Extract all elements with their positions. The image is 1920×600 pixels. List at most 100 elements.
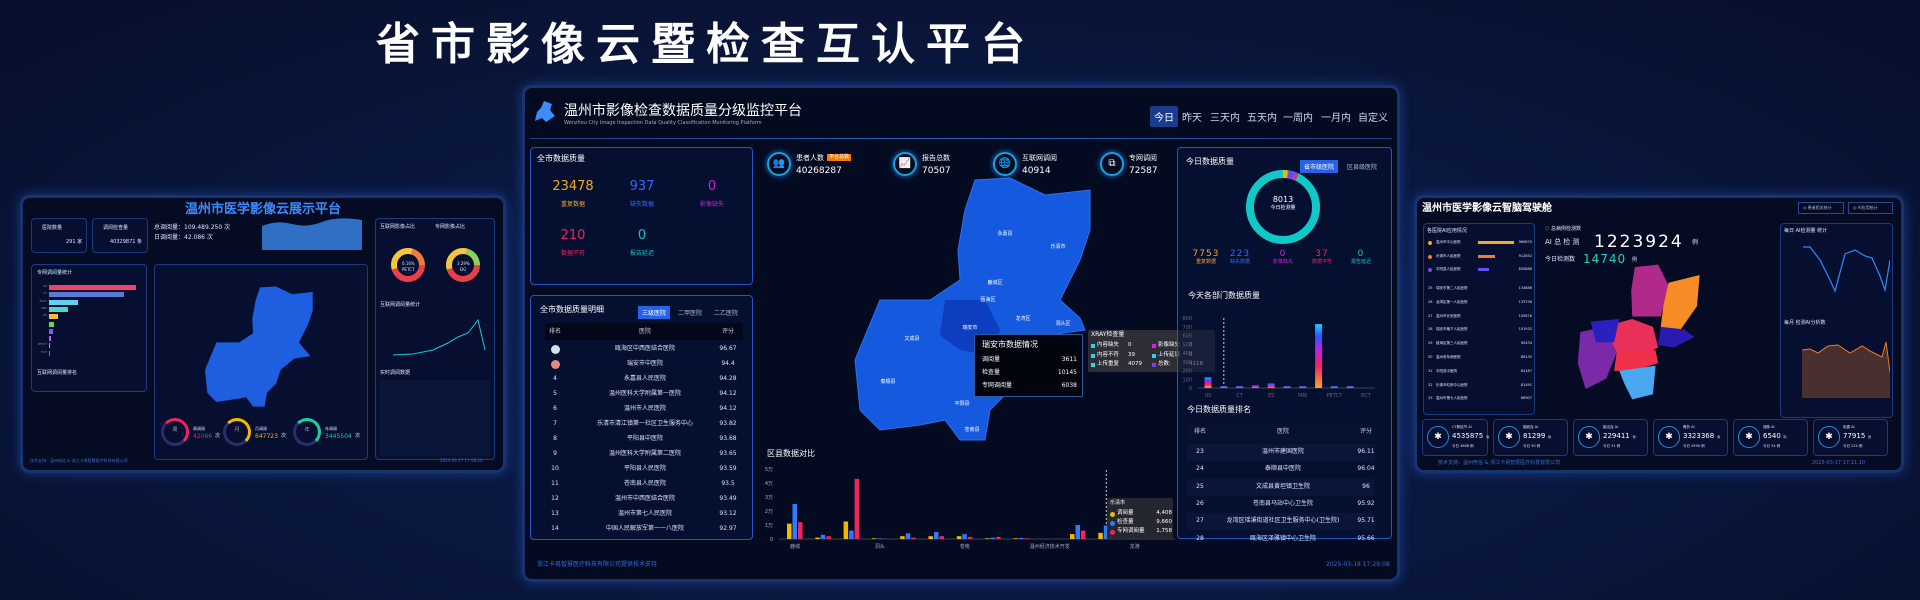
ring-icon — [161, 418, 189, 446]
ai-card-today: 今日 222 例 — [1843, 444, 1863, 448]
xray-tooltip-title: XRAY检查量 — [1091, 331, 1125, 338]
ai-rank: 25 — [1428, 286, 1433, 290]
left-rank-title: 互联网调阅量排名 — [37, 370, 78, 376]
today-item-value: 37 — [1315, 249, 1329, 259]
tab-4[interactable]: 一周内 — [1283, 113, 1313, 124]
district-bar — [990, 537, 996, 539]
center-time: 2025-03-18 17:29:08 — [1326, 561, 1390, 568]
hospital-cell: 苍南县马站中心卫生院 — [1252, 499, 1314, 507]
ai-list-title: 各医院AI应用情况 — [1427, 228, 1467, 234]
patient-stats-button[interactable]: ◎ 患者相关统计 — [1798, 202, 1844, 214]
today-detect-value: 14740 — [1583, 252, 1627, 266]
map-region-label[interactable]: 泰顺县 — [880, 379, 896, 385]
legend-swatch — [1091, 353, 1095, 358]
map-region-label[interactable]: 龙湾区 — [1015, 316, 1031, 322]
hospital-count-card — [31, 218, 87, 253]
ai-hospital-name: 平阳县人民医院 — [1436, 267, 1461, 272]
globe-icon: 🌐 — [993, 152, 1017, 176]
today-item-label: 数据不符 — [1311, 259, 1333, 265]
ai-hospital-value: 90434 — [1520, 341, 1532, 346]
ai-card-unit: 例 — [1632, 435, 1636, 439]
left-bar — [49, 292, 124, 298]
score-cell: 95.66 — [1357, 534, 1375, 542]
detail-filter-1[interactable]: 二甲医院 — [678, 310, 703, 317]
tab-2[interactable]: 三天内 — [1210, 113, 1240, 124]
patient-stats-label: 患者相关统计 — [1807, 205, 1832, 210]
ai-rank: 33 — [1428, 396, 1433, 401]
right-footer: 技术支持：温州电信 & 浙江卡易智慧医疗科技有限公司 — [1438, 460, 1561, 466]
ai-hospital-value: 81491 — [1520, 382, 1532, 387]
ai-hospital-value: 912852 — [1518, 253, 1532, 258]
hospital-cell: 乐清市清江镇第一社区卫生服务中心 — [596, 420, 694, 427]
quality-label: 数据不符 — [560, 250, 586, 257]
today-filter-0[interactable]: 省市级医院 — [1300, 160, 1339, 173]
tooltip-value: 6038 — [1061, 382, 1077, 389]
district-bar — [826, 536, 831, 539]
dept-chart-title: 今天各部门数据质量 — [1188, 291, 1260, 300]
map-region-label[interactable]: 乐清市 — [1050, 244, 1066, 250]
today-quality-title: 今日数据质量 — [1186, 157, 1234, 166]
district-bar — [956, 536, 962, 539]
tab-6[interactable]: 自定义 — [1358, 113, 1388, 124]
ring-label: 年调阅 — [325, 426, 337, 431]
detail-filter-2[interactable]: 二乙医院 — [714, 310, 739, 317]
list-dot-icon — [1428, 254, 1432, 259]
ai-card-label: 冠脉 AI — [1763, 425, 1775, 429]
score-cell: 95.92 — [1357, 499, 1375, 507]
map-region-label[interactable]: 瓯海区 — [980, 297, 996, 303]
score-cell: 96.11 — [1357, 448, 1375, 455]
district-tooltip-title: 乐清市 — [1110, 500, 1126, 506]
exam-count-card — [92, 218, 148, 253]
x-tick-label: 洞头 — [875, 543, 885, 550]
stat-label: 患者人数 — [796, 154, 824, 162]
tab-0[interactable]: 今日 — [1150, 106, 1178, 127]
ring-unit: 次 — [215, 433, 221, 439]
xray-label: 上传重复 — [1097, 361, 1120, 367]
hospital-cell: 平阳县人民医院 — [623, 465, 667, 472]
tab-5[interactable]: 一月内 — [1321, 113, 1351, 124]
today-donut — [1246, 169, 1320, 244]
hospital-cell: 永嘉县人民医院 — [623, 375, 667, 382]
patients-icon: 👥 — [767, 152, 791, 176]
district-bar — [934, 532, 939, 539]
ai-stats-button[interactable]: ◎ AI应用统计 — [1848, 202, 1893, 214]
left-footer: 技术支持：温州电信 & 浙江卡易智慧医疗科技有限公司 — [30, 458, 128, 463]
detail-filter-0[interactable]: 三级医院 — [638, 306, 671, 319]
map-region-label[interactable]: 鹿城区 — [987, 280, 1003, 286]
map-region-label[interactable]: 永嘉县 — [997, 231, 1013, 237]
rank-cell: 26 — [1196, 499, 1204, 507]
right-map — [1577, 264, 1700, 400]
daily-ai-title: 每日 AI检测量 统计 — [1784, 228, 1828, 234]
map-region-label[interactable]: 平阳县 — [954, 401, 970, 407]
y-tick-label: 1万 — [765, 523, 773, 529]
ai-card-label: 脑出血 AI — [1603, 425, 1619, 429]
monthly-ai-title: 每月 检测AI分析数 — [1784, 320, 1826, 326]
score-cell: 96 — [1362, 482, 1370, 490]
y-tick-label: 2万 — [765, 509, 773, 515]
ring-icon — [293, 418, 321, 446]
ai-rank: 30 — [1428, 355, 1433, 359]
map-region-label[interactable]: 洞头区 — [1055, 321, 1071, 327]
exam-count-value: 40329871 条 — [110, 239, 143, 245]
ranking-title: 今日数据质量排名 — [1187, 405, 1251, 414]
district-bar — [1081, 530, 1086, 539]
ranking-header-cell: 评分 — [1359, 428, 1373, 435]
today-filter-1[interactable]: 区县级医院 — [1347, 164, 1378, 171]
today-item-value: 0 — [1279, 249, 1287, 259]
tab-3[interactable]: 五天内 — [1247, 113, 1277, 124]
map-region-label[interactable]: 瑞安市 — [962, 325, 978, 331]
map-region-label[interactable]: 苍南县 — [964, 427, 980, 433]
y-tick-label: 4万 — [765, 481, 773, 487]
map-region-label[interactable]: 文成县 — [904, 336, 920, 342]
left-bar — [49, 343, 51, 349]
tooltip-series-value: 9,660 — [1156, 519, 1172, 525]
ring-char: 月 — [234, 427, 240, 433]
today-item-label: 报告延迟 — [1350, 259, 1372, 265]
stat-value: 72587 — [1129, 166, 1158, 176]
bar-label: ES — [43, 313, 47, 318]
hospital-cell: 平阳县中医院 — [626, 435, 664, 442]
district-bar — [1103, 525, 1109, 539]
left-bar — [49, 285, 136, 290]
detail-title: 全市数据质量明细 — [540, 305, 604, 314]
tab-1[interactable]: 昨天 — [1182, 113, 1202, 124]
